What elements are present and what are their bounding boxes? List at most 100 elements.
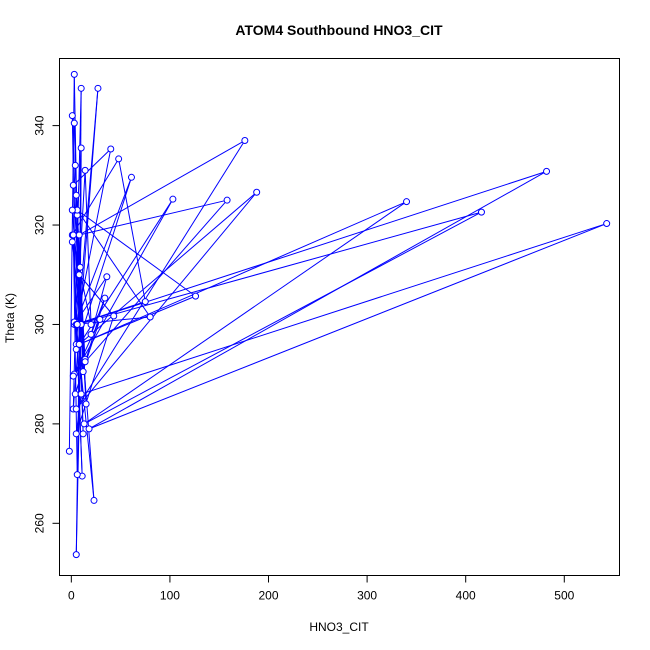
series-segment xyxy=(75,393,82,434)
series-segment xyxy=(75,177,132,350)
data-point xyxy=(101,294,109,302)
data-point xyxy=(103,273,111,281)
data-point xyxy=(68,112,76,120)
data-point xyxy=(477,208,485,216)
series-segment xyxy=(77,170,547,325)
data-point xyxy=(80,420,88,428)
data-point xyxy=(169,195,177,203)
series-segment xyxy=(75,344,80,555)
series-segment xyxy=(75,191,258,410)
series-segment xyxy=(73,199,228,375)
x-tick-label: 300 xyxy=(357,589,377,603)
chart-title: ATOM4 Southbound HNO3_CIT xyxy=(235,22,443,38)
series-segment xyxy=(76,209,196,297)
data-point xyxy=(77,84,85,92)
data-point xyxy=(75,231,83,239)
series-segment xyxy=(118,158,146,302)
series-segment xyxy=(88,223,607,430)
data-point xyxy=(75,271,83,279)
series-segment xyxy=(84,170,92,325)
data-point xyxy=(603,220,611,228)
series-segment xyxy=(76,209,151,318)
data-point xyxy=(72,345,80,353)
data-point xyxy=(192,292,200,300)
series-segment xyxy=(71,210,95,501)
series-segment xyxy=(76,147,82,216)
data-point xyxy=(85,425,93,433)
series-segment xyxy=(78,191,258,345)
data-point xyxy=(87,330,95,338)
data-point xyxy=(107,145,115,153)
data-point xyxy=(110,312,118,320)
data-point xyxy=(82,400,90,408)
series-segment xyxy=(88,170,547,430)
y-tick-label: 340 xyxy=(33,115,47,135)
data-point xyxy=(127,173,135,181)
data-point xyxy=(65,447,73,455)
series-segment xyxy=(72,148,112,186)
data-point xyxy=(96,315,104,323)
data-point xyxy=(76,263,84,271)
data-point xyxy=(72,191,80,199)
data-point xyxy=(69,231,77,239)
data-point xyxy=(253,188,261,196)
plot-frame xyxy=(59,58,620,576)
data-point xyxy=(69,181,77,189)
x-axis-label: HNO3_CIT xyxy=(309,620,369,634)
y-tick-label: 320 xyxy=(33,215,47,235)
series-segment xyxy=(75,315,115,434)
data-point xyxy=(70,70,78,78)
data-point xyxy=(146,313,154,321)
data-point xyxy=(72,430,80,438)
data-point xyxy=(70,119,78,127)
data-point xyxy=(68,238,76,246)
series-segment xyxy=(73,276,108,325)
y-axis: 260 280 300 320 340 xyxy=(33,115,60,533)
series-segment xyxy=(75,301,146,325)
data-point xyxy=(73,320,81,328)
data-point xyxy=(141,298,149,306)
y-tick-label: 260 xyxy=(33,513,47,533)
data-point xyxy=(81,358,89,366)
series-segment xyxy=(74,177,132,325)
data-point xyxy=(75,340,83,348)
x-tick-label: 0 xyxy=(68,589,75,603)
series-segment xyxy=(77,211,482,325)
data-point xyxy=(77,390,85,398)
series-segment xyxy=(83,201,407,425)
series-segment xyxy=(78,274,115,317)
data-point xyxy=(72,551,80,559)
series-segment xyxy=(81,223,607,395)
y-axis-label: Theta (K) xyxy=(3,293,17,343)
data-point xyxy=(72,405,80,413)
x-tick-label: 500 xyxy=(554,589,574,603)
y-tick-label: 280 xyxy=(33,414,47,434)
data-point xyxy=(403,198,411,206)
series-segment xyxy=(75,195,86,362)
series-segment xyxy=(83,211,482,425)
data-point xyxy=(77,144,85,152)
data-point xyxy=(68,206,76,214)
data-point xyxy=(79,430,87,438)
data-point xyxy=(94,84,102,92)
x-tick-label: 100 xyxy=(160,589,180,603)
data-point xyxy=(69,372,77,380)
series-layer xyxy=(65,70,611,559)
data-point xyxy=(79,368,87,376)
data-point xyxy=(81,166,89,174)
x-axis: 0 100 200 300 400 500 xyxy=(68,575,575,603)
data-point xyxy=(241,137,249,145)
data-point xyxy=(115,155,123,163)
data-point xyxy=(71,161,79,169)
data-point xyxy=(223,196,231,204)
x-tick-label: 400 xyxy=(456,589,476,603)
y-tick-label: 300 xyxy=(33,314,47,334)
series-segment xyxy=(78,140,246,236)
series-segment xyxy=(79,201,407,345)
data-point xyxy=(543,167,551,175)
data-point xyxy=(87,320,95,328)
x-tick-label: 200 xyxy=(258,589,278,603)
series-segment xyxy=(75,170,86,325)
data-point xyxy=(90,496,98,504)
